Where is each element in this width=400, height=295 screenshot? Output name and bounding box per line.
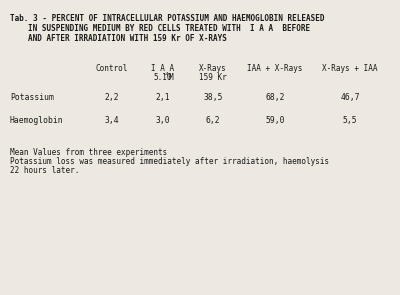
Text: AND AFTER IRRADIATION WITH 159 Kr OF X-RAYS: AND AFTER IRRADIATION WITH 159 Kr OF X-R… bbox=[28, 34, 227, 43]
Text: 46,7: 46,7 bbox=[340, 93, 360, 102]
Text: 5,5: 5,5 bbox=[343, 116, 357, 125]
Text: 3,4: 3,4 bbox=[105, 116, 119, 125]
Text: Potassium: Potassium bbox=[10, 93, 54, 102]
Text: 2,2: 2,2 bbox=[105, 93, 119, 102]
Text: IN SUSPENDING MEDIUM BY RED CELLS TREATED WITH  I A A  BEFORE: IN SUSPENDING MEDIUM BY RED CELLS TREATE… bbox=[28, 24, 310, 33]
Text: X-Rays: X-Rays bbox=[199, 64, 227, 73]
Text: 3,0: 3,0 bbox=[156, 116, 170, 125]
Text: Control: Control bbox=[96, 64, 128, 73]
Text: -4: -4 bbox=[162, 72, 169, 77]
Text: IAA + X-Rays: IAA + X-Rays bbox=[247, 64, 303, 73]
Text: I A A: I A A bbox=[152, 64, 174, 73]
Text: Tab. 3 - PERCENT OF INTRACELLULAR POTASSIUM AND HAEMOGLOBIN RELEASED: Tab. 3 - PERCENT OF INTRACELLULAR POTASS… bbox=[10, 14, 324, 23]
Text: X-Rays + IAA: X-Rays + IAA bbox=[322, 64, 378, 73]
Text: 6,2: 6,2 bbox=[206, 116, 220, 125]
Text: 59,0: 59,0 bbox=[265, 116, 285, 125]
Text: 5.10: 5.10 bbox=[153, 73, 172, 82]
Text: Haemoglobin: Haemoglobin bbox=[10, 116, 64, 125]
Text: 2,1: 2,1 bbox=[156, 93, 170, 102]
Text: M: M bbox=[168, 73, 173, 82]
Text: Potassium loss was measured immediately after irradiation, haemolysis: Potassium loss was measured immediately … bbox=[10, 157, 329, 166]
Text: Mean Values from three experiments: Mean Values from three experiments bbox=[10, 148, 167, 157]
Text: 159 Kr: 159 Kr bbox=[199, 73, 227, 82]
Text: 68,2: 68,2 bbox=[265, 93, 285, 102]
Text: 38,5: 38,5 bbox=[203, 93, 223, 102]
Text: 22 hours later.: 22 hours later. bbox=[10, 166, 79, 175]
